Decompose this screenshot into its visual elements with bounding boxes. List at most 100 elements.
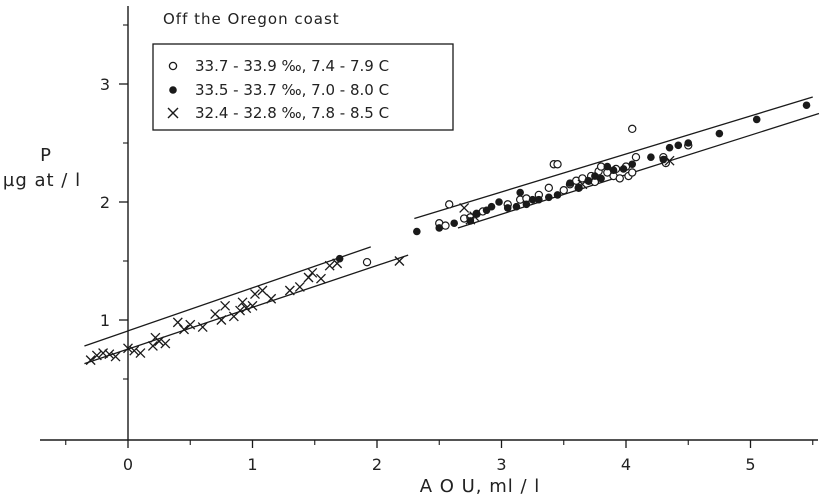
legend-label-series-1: 33.7 - 33.9 ‰, 7.4 - 7.9 C [195, 57, 389, 75]
filled-circle-point [335, 254, 344, 263]
filled-circle-point [609, 166, 618, 174]
filled-circle-point [435, 224, 444, 232]
open-circle-point [544, 183, 554, 193]
legend-label-series-2: 33.5 - 33.7 ‰, 7.0 - 8.0 C [195, 81, 389, 99]
chart-title: Off the Oregon coast [163, 10, 340, 28]
y-axis-title-unit: µg at / l [3, 170, 81, 191]
filled-circle-point [566, 179, 574, 187]
open-circle-point [559, 185, 568, 195]
x-tick-label: 1 [247, 455, 257, 474]
cross-point [129, 345, 140, 356]
cross-point [197, 322, 208, 333]
cross-point [250, 289, 260, 299]
axes: 0 1 2 3 4 5 1 2 3 [40, 6, 818, 474]
cross-point [235, 305, 246, 316]
filled-circle-point [684, 139, 693, 147]
cross-point [98, 348, 109, 358]
x-tick-label: 4 [621, 455, 631, 474]
x-axis-title: A O U, ml / l [420, 476, 541, 497]
cross-point [266, 293, 277, 304]
open-circle-point [615, 174, 624, 183]
open-circle-point [628, 124, 637, 134]
filled-circle-point [495, 198, 503, 206]
x-tick-label: 2 [372, 455, 382, 474]
cross-point [284, 285, 295, 296]
filled-circle-point [450, 219, 458, 228]
filled-circle-point [553, 191, 562, 199]
open-circle-point [628, 168, 637, 177]
open-circle-point [445, 200, 454, 209]
y-axis-title-symbol: P [40, 145, 52, 166]
filled-circle-point [628, 160, 637, 169]
filled-circle-point [528, 195, 537, 204]
legend-open-circle-marker [168, 61, 178, 71]
cross-point [147, 341, 158, 351]
regression-line-upper-segment [414, 96, 813, 220]
x-tick-label: 5 [745, 455, 755, 474]
cross-point [237, 297, 248, 308]
filled-circle-point [591, 172, 599, 180]
cross-point [91, 350, 102, 361]
x-tick-label: 3 [496, 455, 506, 474]
data-points [85, 101, 811, 366]
filled-circle-point [647, 153, 655, 161]
filled-circle-point [619, 165, 628, 173]
cross-point [394, 256, 405, 266]
filled-circle-point [802, 101, 811, 110]
fit-lines [84, 96, 820, 365]
filled-circle-point [665, 143, 674, 152]
filled-circle-point [597, 174, 605, 183]
filled-circle-point [487, 202, 496, 211]
legend-label-series-3: 32.4 - 32.8 ‰, 7.8 - 8.5 C [195, 104, 389, 122]
filled-circle-point [674, 141, 683, 150]
filled-circle-point [603, 162, 612, 171]
cross-point [469, 211, 480, 222]
cross-point [110, 351, 121, 362]
cross-point [247, 300, 258, 311]
cross-point [104, 349, 115, 360]
legend-cross-marker [167, 107, 179, 119]
regression-line-upper-segment [84, 246, 371, 347]
cross-point [577, 179, 588, 190]
cross-point [154, 336, 165, 347]
cross-point [216, 315, 227, 325]
cross-point [459, 202, 470, 213]
cross-point [307, 267, 318, 278]
cross-point [185, 319, 196, 330]
legend-box [152, 43, 454, 131]
cross-point [135, 348, 146, 358]
cross-point [303, 272, 314, 283]
legend: 33.7 - 33.9 ‰, 7.4 - 7.9 C 33.5 - 33.7 ‰… [152, 43, 454, 131]
cross-point [664, 155, 675, 166]
x-tick-label: 0 [123, 455, 133, 474]
y-tick-label: 1 [100, 311, 110, 330]
open-circle-point [553, 160, 562, 169]
filled-circle-point [512, 202, 521, 211]
regression-line-lower-segment [457, 112, 820, 229]
filled-circle-point [752, 115, 761, 124]
filled-circle-point [659, 155, 668, 164]
cross-point [160, 338, 171, 349]
regression-line-lower-segment [84, 254, 409, 365]
filled-circle-point [522, 200, 531, 209]
cross-point [324, 260, 335, 271]
cross-point [332, 258, 343, 269]
open-circle-point [362, 257, 372, 267]
cross-point [85, 355, 96, 366]
cross-point [294, 282, 305, 292]
filled-circle-point [503, 204, 512, 212]
filled-circle-point [545, 193, 553, 202]
cross-point [179, 324, 189, 335]
filled-circle-point [516, 188, 524, 197]
cross-point [241, 303, 252, 314]
filled-circle-point [715, 129, 724, 138]
filled-circle-point [413, 227, 421, 236]
cross-point [257, 285, 268, 296]
open-circle-point [631, 152, 641, 162]
filled-circle-point [584, 176, 593, 185]
cross-point [123, 343, 133, 354]
filled-circle-point [466, 217, 475, 225]
legend-filled-circle-marker [169, 86, 177, 94]
cross-point [316, 273, 326, 284]
